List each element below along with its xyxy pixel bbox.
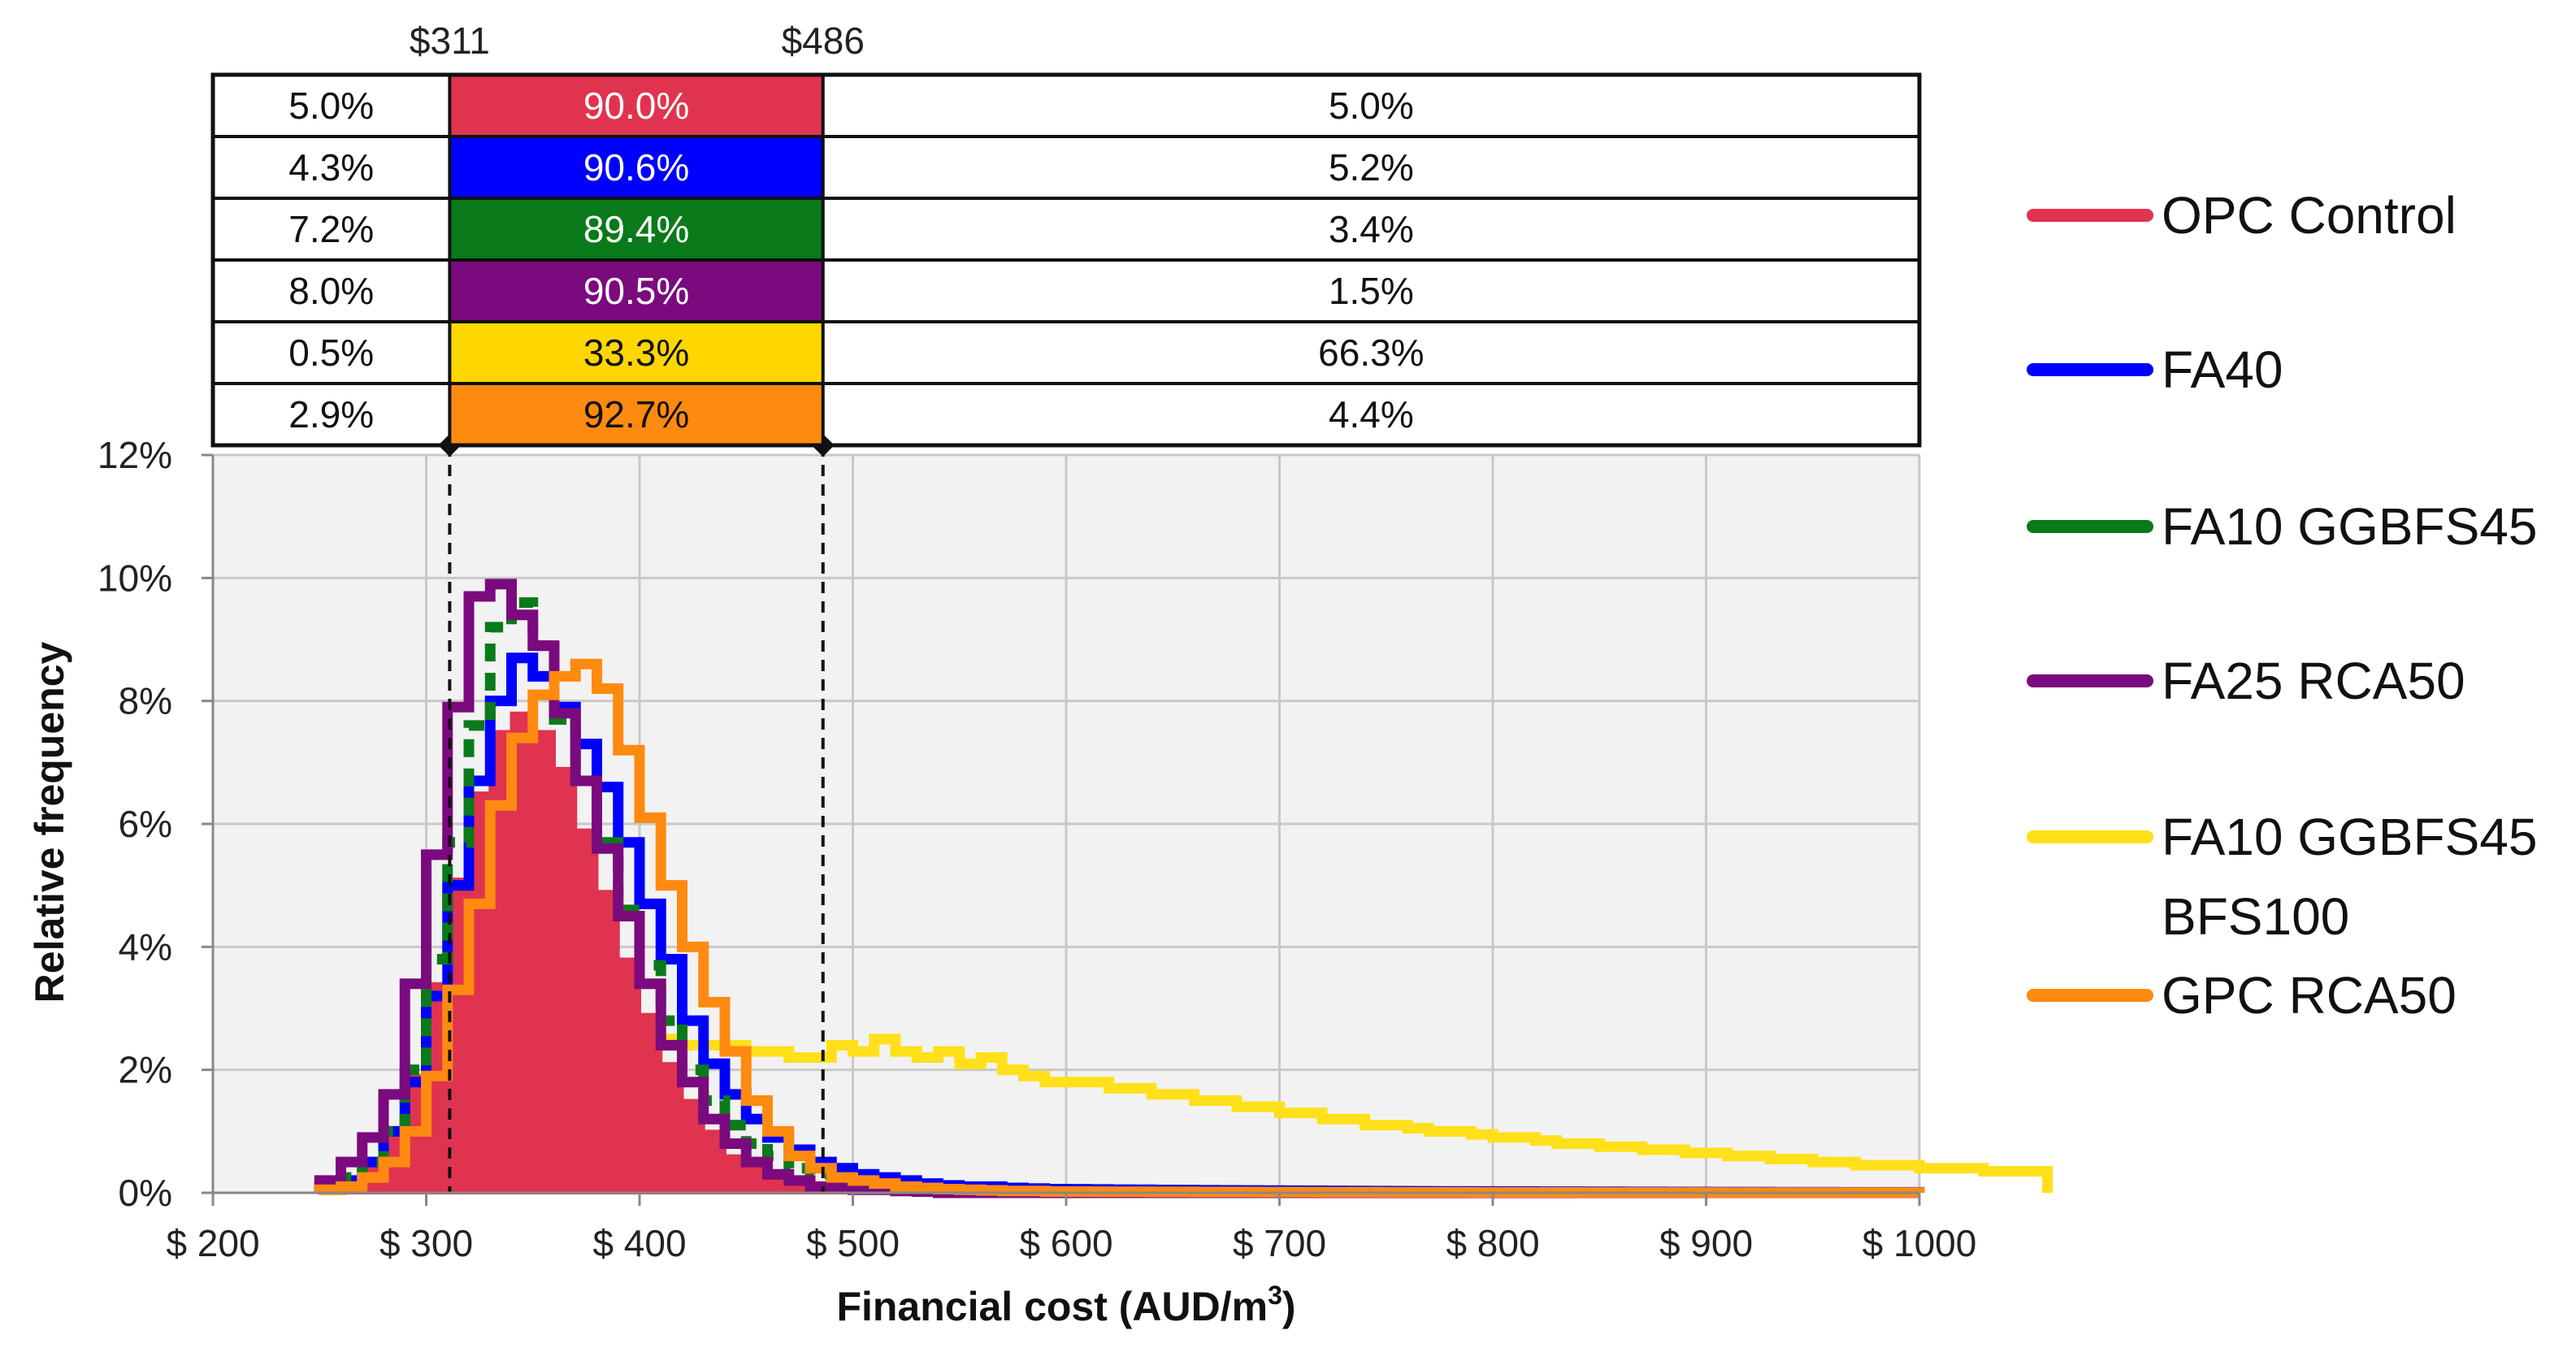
y-tick-label: 0%	[119, 1172, 172, 1214]
y-tick-label: 2%	[119, 1049, 172, 1091]
table-cell-within: 92.7%	[583, 393, 689, 436]
bound-label-lower: $311	[410, 20, 490, 62]
table-border	[210, 72, 1922, 448]
table-cell-above: 4.4%	[1329, 393, 1414, 436]
table-cell-within: 90.0%	[583, 85, 689, 127]
table-cell-within: 89.4%	[583, 208, 689, 250]
axes: $ 200 $ 300 $ 400 $ 500 $ 600 $ 700 $ 800 $ 900…	[98, 434, 1976, 1264]
table-cell-above: 5.2%	[1329, 146, 1414, 189]
x-axis-title-close: )	[1282, 1284, 1296, 1329]
table-cell-within: 90.6%	[583, 146, 689, 189]
table-cell-above: 66.3%	[1318, 332, 1424, 374]
legend: OPC Control FA40 FA10 GGBFS45 FA25 RCA50 FA1…	[2027, 186, 2537, 1025]
table-cell-below: 0.5%	[288, 332, 374, 374]
x-axis-title: Financial cost (AUD/m3)	[836, 1281, 1295, 1329]
x-axis-title-sup: 3	[1268, 1281, 1282, 1310]
x-tick-label: $ 200	[166, 1222, 259, 1264]
legend-label-line2: BFS100	[2162, 887, 2349, 946]
legend-label: FA25 RCA50	[2162, 652, 2465, 710]
probability-table: 5.0% 90.0% 5.0% 4.3% 90.6% 5.2% 7.2% 89.4% 3.4% 8…	[210, 72, 1922, 448]
table-cell-within: 90.5%	[583, 270, 689, 312]
table-cell-within-fill	[449, 198, 823, 260]
y-tick-label: 4%	[119, 925, 172, 968]
x-tick-label: $ 600	[1019, 1222, 1112, 1264]
y-tick-label: 12%	[98, 434, 172, 476]
legend-label: OPC Control	[2162, 186, 2457, 245]
legend-label: FA40	[2162, 340, 2283, 399]
legend-label: FA10 GGBFS45	[2162, 808, 2537, 866]
bound-label-upper: $486	[782, 20, 865, 62]
y-tick-label: 10%	[98, 557, 172, 599]
table-cell-within-fill	[449, 260, 823, 322]
x-tick-label: $ 300	[379, 1222, 473, 1264]
table-cell-below: 8.0%	[288, 270, 374, 312]
legend-label: GPC RCA50	[2162, 966, 2457, 1025]
x-tick-label: $ 700	[1233, 1222, 1326, 1264]
y-tick-label: 6%	[119, 803, 172, 845]
table-cell-within-fill	[449, 384, 823, 445]
x-tick-label: $ 400	[592, 1222, 686, 1264]
x-tick-label: $ 1000	[1863, 1222, 1977, 1264]
table-cell-within-fill	[449, 322, 823, 384]
x-tick-label: $ 800	[1446, 1222, 1539, 1264]
x-tick-label: $ 900	[1659, 1222, 1753, 1264]
legend-label: FA10 GGBFS45	[2162, 497, 2537, 556]
table-cell-below: 2.9%	[288, 393, 374, 436]
table-cell-above: 3.4%	[1329, 208, 1414, 250]
table-cell-below: 5.0%	[288, 85, 374, 127]
table-cell-below: 7.2%	[288, 208, 374, 250]
table-cell-within-fill	[449, 137, 823, 198]
y-tick-label: 8%	[119, 680, 172, 722]
x-axis-title-main: Financial cost (AUD/m	[836, 1284, 1268, 1329]
table-cell-above: 1.5%	[1329, 270, 1414, 312]
x-tick-label: $ 500	[806, 1222, 900, 1264]
y-axis-title: Relative frequency	[27, 641, 72, 1003]
table-cell-within-fill	[449, 75, 823, 137]
table-cell-below: 4.3%	[288, 146, 374, 189]
table-cell-within: 33.3%	[583, 332, 689, 374]
table-cell-above: 5.0%	[1329, 85, 1414, 127]
